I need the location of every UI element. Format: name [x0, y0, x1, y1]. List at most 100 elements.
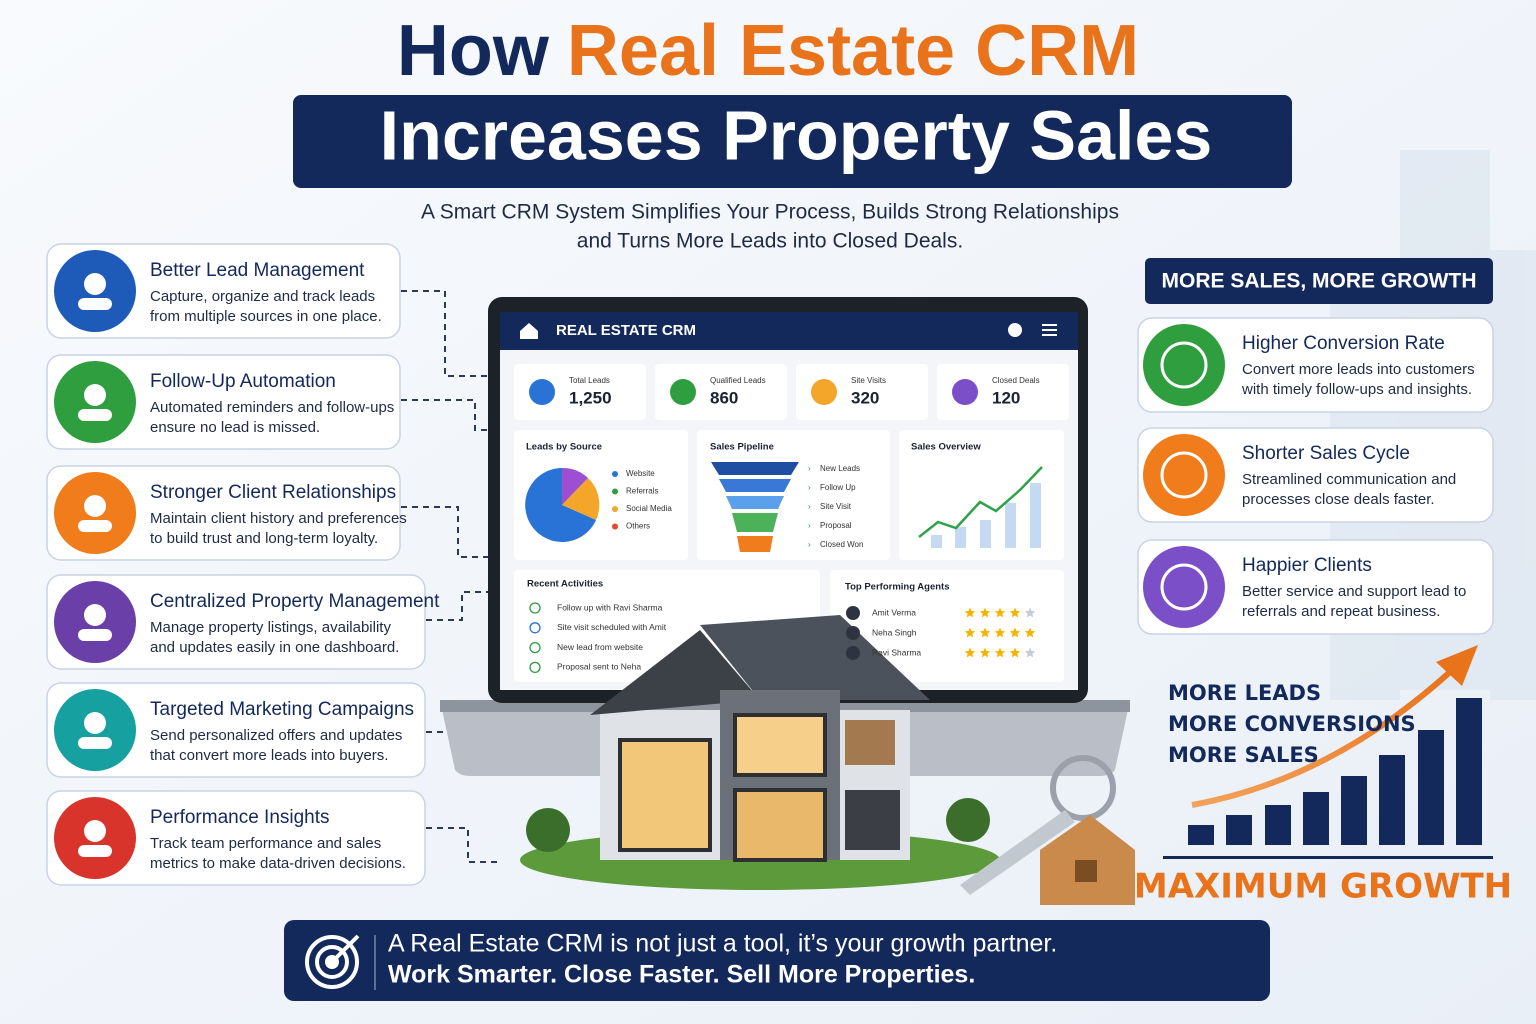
benefit-title: Shorter Sales Cycle	[1242, 443, 1410, 464]
feature-card	[46, 354, 401, 450]
feature-icon-glyph	[78, 737, 112, 749]
growth-line: MORE SALES	[1168, 743, 1319, 767]
rating-star	[994, 607, 1006, 618]
feature-text: Send personalized offers and updates	[150, 727, 402, 744]
benefit-icon-glyph	[1160, 451, 1208, 499]
benefit-icon	[1143, 434, 1225, 516]
panel-title: Leads by Source	[526, 442, 602, 453]
rating-star	[1009, 627, 1021, 638]
agent-rating	[964, 607, 1036, 618]
rating-star	[1024, 627, 1036, 638]
panel-title: Sales Overview	[911, 442, 981, 453]
title-prefix: How	[397, 11, 550, 91]
stat-label: Qualified Leads	[710, 376, 766, 385]
feature-text: Capture, organize and track leads	[150, 288, 375, 305]
title-box	[293, 95, 1292, 188]
stage-arrow: ›	[808, 540, 811, 549]
activity-check	[529, 602, 541, 614]
stat-icon	[529, 379, 555, 405]
benefits-heading-box	[1145, 258, 1493, 304]
agent-name: Neha Singh	[872, 627, 917, 637]
benefit-title: Happier Clients	[1242, 555, 1372, 576]
stat-label: Total Leads	[569, 376, 610, 385]
feature-text: from multiple sources in one place.	[150, 308, 382, 325]
benefit-text: Convert more leads into customers	[1242, 361, 1475, 378]
feature-text: to build trust and long-term loyalty.	[150, 530, 378, 547]
feature-text: Track team performance and sales	[150, 835, 381, 852]
growth-illustration	[1163, 645, 1493, 859]
rating-star	[979, 627, 991, 638]
feature-icon-glyph	[84, 495, 106, 517]
pipeline-stage: Proposal	[820, 521, 852, 530]
agent-rating	[964, 627, 1036, 638]
stat-icon	[670, 379, 696, 405]
feature-icon-glyph	[78, 298, 112, 310]
feature-text: ensure no lead is missed.	[150, 419, 320, 436]
benefit-card	[1137, 539, 1494, 635]
legend-dot	[612, 523, 618, 530]
rating-star	[1009, 647, 1021, 658]
pipeline-stage: Follow Up	[820, 483, 856, 492]
growth-caption: MAXIMUM GROWTH	[1134, 867, 1512, 907]
feature-icon-glyph	[84, 273, 106, 295]
feature-title: Follow-Up Automation	[150, 371, 336, 392]
banner-line: A Real Estate CRM is not just a tool, it…	[388, 930, 1057, 958]
pipeline-stage: Closed Won	[820, 540, 863, 549]
growth-line: MORE CONVERSIONS	[1168, 712, 1416, 736]
feature-icon-glyph	[78, 520, 112, 532]
feature-text: Automated reminders and follow-ups	[150, 399, 394, 416]
stage-arrow: ›	[808, 483, 811, 492]
legend-label: Referrals	[626, 487, 658, 496]
app-title: REAL ESTATE CRM	[556, 322, 696, 339]
rating-star	[1024, 647, 1036, 658]
rating-star	[1024, 607, 1036, 618]
stat-card	[655, 364, 787, 420]
rating-star	[964, 647, 976, 658]
feature-title: Performance Insights	[150, 807, 330, 828]
stat-value: 320	[851, 388, 879, 407]
feature-text: that convert more leads into buyers.	[150, 747, 388, 764]
banner-divider	[374, 935, 376, 990]
feature-card	[46, 465, 401, 561]
agent-rating	[964, 647, 1036, 658]
stat-label: Closed Deals	[992, 376, 1040, 385]
benefit-card	[1137, 317, 1494, 413]
feature-card	[46, 243, 401, 339]
feature-title: Centralized Property Management	[150, 591, 440, 612]
legend-label: Others	[626, 522, 650, 531]
stat-value: 860	[710, 388, 738, 407]
stat-card	[514, 364, 646, 420]
benefit-text: Streamlined communication and	[1242, 471, 1456, 488]
subtitle: A Smart CRM System Simplifies Your Proce…	[421, 201, 1119, 224]
stat-value: 1,250	[569, 388, 612, 407]
feature-text: and updates easily in one dashboard.	[150, 639, 399, 656]
pipeline-stage: Site Visit	[820, 502, 852, 511]
house-illustration	[520, 615, 1000, 890]
subtitle: and Turns More Leads into Closed Deals.	[577, 230, 963, 253]
benefit-icon-glyph	[1160, 563, 1208, 611]
feature-text: metrics to make data-driven decisions.	[150, 855, 406, 872]
activity-text: New lead from website	[557, 642, 643, 652]
stat-icon	[811, 379, 837, 405]
stat-card	[796, 364, 928, 420]
benefit-icon	[1143, 324, 1225, 406]
stat-label: Site Visits	[851, 376, 886, 385]
stat-card	[937, 364, 1069, 420]
benefit-title: Higher Conversion Rate	[1242, 333, 1445, 354]
stage-arrow: ›	[808, 502, 811, 511]
stat-value: 120	[992, 388, 1020, 407]
title-highlight: Real Estate CRM	[567, 11, 1139, 91]
feature-card	[46, 682, 426, 778]
legend-dot	[612, 488, 618, 495]
activity-text: Site visit scheduled with Amit	[557, 622, 667, 632]
feature-icon-glyph	[78, 409, 112, 421]
rating-star	[979, 647, 991, 658]
feature-text: Manage property listings, availability	[150, 619, 391, 636]
benefit-text: processes close deals faster.	[1242, 491, 1435, 508]
legend-label: Social Media	[626, 504, 672, 513]
pipeline-stage: New Leads	[820, 464, 860, 473]
activity-check	[529, 641, 541, 654]
feature-icon-glyph	[84, 712, 106, 734]
panel-title: Sales Pipeline	[710, 442, 774, 453]
